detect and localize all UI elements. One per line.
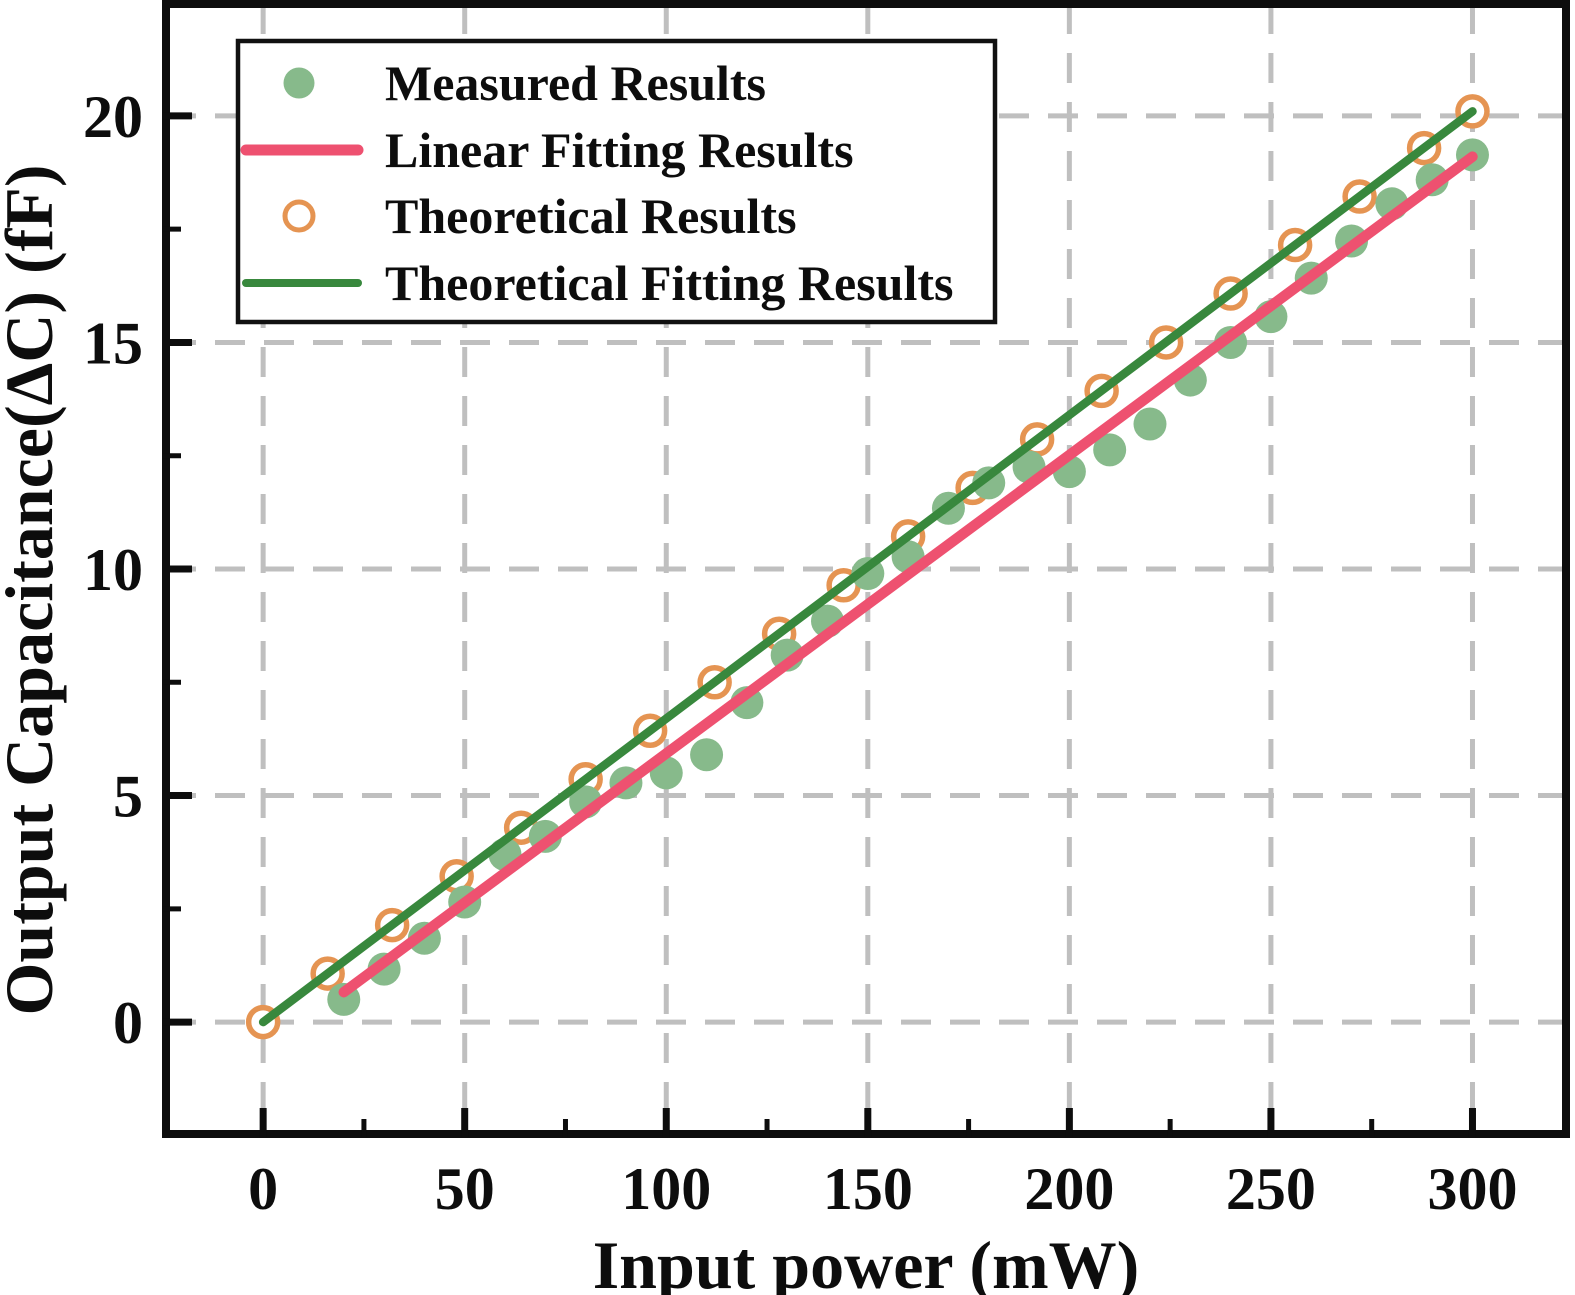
y-tick-label: 20 — [83, 84, 143, 150]
legend-box — [235, 38, 998, 325]
theoretical-fit-line — [258, 107, 1477, 1027]
legend-label: Theoretical Fitting Results — [385, 255, 953, 311]
legend-label: Theoretical Results — [385, 188, 797, 244]
legend-filled-circle-marker — [283, 67, 315, 99]
legend-label: Measured Results — [385, 55, 766, 111]
y-tick-label: 5 — [113, 764, 143, 830]
axis-ticks — [163, 112, 1476, 1137]
x-tick-label: 150 — [823, 1156, 913, 1222]
fit-lines — [258, 107, 1478, 1027]
x-tick-label: 200 — [1024, 1156, 1114, 1222]
x-axis-title: Input power (mW) — [593, 1227, 1140, 1295]
linear-fit-line — [338, 151, 1478, 998]
x-tick-label: 0 — [248, 1156, 278, 1222]
x-tick-label: 100 — [621, 1156, 711, 1222]
y-tick-label: 15 — [83, 310, 143, 376]
legend: Measured Results Linear Fitting Results Th… — [235, 38, 998, 325]
y-tick-label: 10 — [83, 537, 143, 603]
y-tick-labels: 0 5 10 15 20 — [83, 84, 143, 1056]
x-tick-label: 300 — [1427, 1156, 1517, 1222]
measured-point — [690, 738, 724, 772]
x-tick-label: 250 — [1226, 1156, 1316, 1222]
y-axis-title: Output Capacitance(ΔC) (fF) — [0, 165, 67, 1016]
measured-point — [1093, 433, 1127, 467]
legend-label: Linear Fitting Results — [385, 122, 854, 178]
measured-point — [1133, 407, 1167, 441]
y-tick-label: 0 — [113, 990, 143, 1056]
legend-open-circle-marker — [282, 199, 316, 233]
x-tick-label: 50 — [435, 1156, 495, 1222]
x-tick-labels: 0 50 100 150 200 250 300 — [248, 1156, 1517, 1222]
